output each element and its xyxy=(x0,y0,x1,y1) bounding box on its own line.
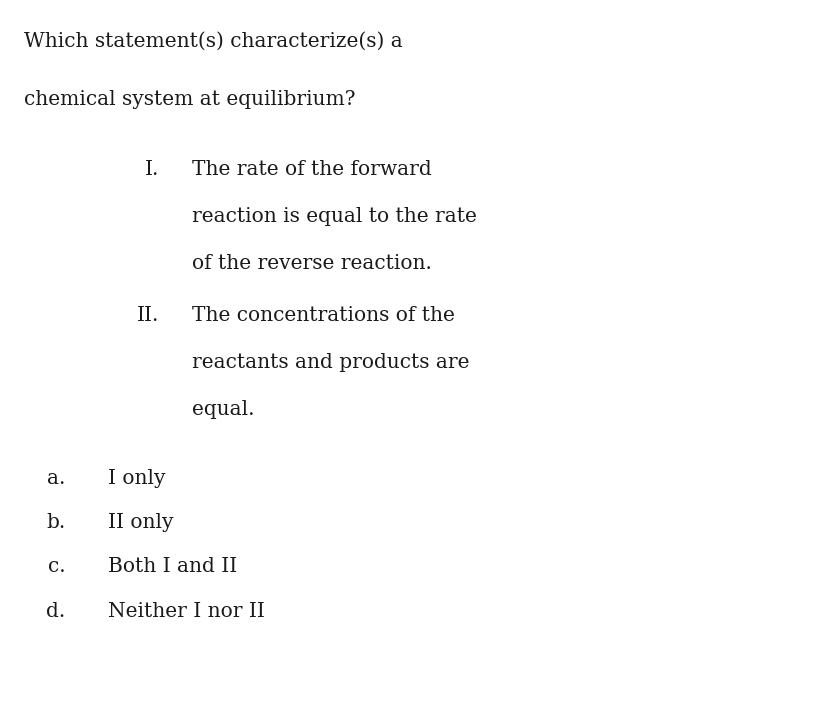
Text: of the reverse reaction.: of the reverse reaction. xyxy=(192,254,431,273)
Text: II only: II only xyxy=(108,513,173,533)
Text: chemical system at equilibrium?: chemical system at equilibrium? xyxy=(24,90,356,109)
Text: Both I and II: Both I and II xyxy=(108,557,237,577)
Text: c.: c. xyxy=(47,557,65,577)
Text: Neither I nor II: Neither I nor II xyxy=(108,602,264,621)
Text: Which statement(s) characterize(s) a: Which statement(s) characterize(s) a xyxy=(24,32,403,51)
Text: The rate of the forward: The rate of the forward xyxy=(192,160,431,179)
Text: II.: II. xyxy=(137,306,159,325)
Text: I.: I. xyxy=(144,160,159,179)
Text: The concentrations of the: The concentrations of the xyxy=(192,306,455,325)
Text: reaction is equal to the rate: reaction is equal to the rate xyxy=(192,207,477,226)
Text: equal.: equal. xyxy=(192,400,254,419)
Text: reactants and products are: reactants and products are xyxy=(192,353,469,372)
Text: d.: d. xyxy=(46,602,65,621)
Text: b.: b. xyxy=(46,513,65,533)
Text: a.: a. xyxy=(46,469,65,488)
Text: I only: I only xyxy=(108,469,165,488)
